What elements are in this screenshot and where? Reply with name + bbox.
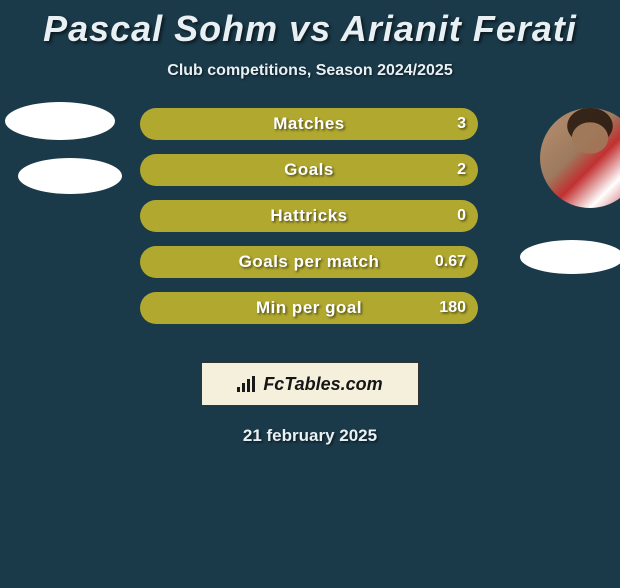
stat-label: Min per goal [256, 298, 362, 318]
subtitle: Club competitions, Season 2024/2025 [0, 62, 620, 80]
stat-label: Goals per match [239, 252, 380, 272]
branding-text: FcTables.com [263, 374, 382, 395]
bar-chart-icon [237, 376, 257, 392]
right-player-placeholder [520, 240, 620, 274]
page-title: Pascal Sohm vs Arianit Ferati [0, 8, 620, 50]
stat-bars: Matches 3 Goals 2 Hattricks 0 Goals per … [140, 108, 478, 338]
stat-row-hattricks: Hattricks 0 [140, 200, 478, 232]
stat-value-right: 0.67 [435, 253, 466, 271]
stat-label: Hattricks [270, 206, 347, 226]
left-player-placeholder-1 [5, 102, 115, 140]
stat-row-mpg: Min per goal 180 [140, 292, 478, 324]
right-player-photo [540, 108, 620, 208]
stat-row-matches: Matches 3 [140, 108, 478, 140]
stat-row-gpm: Goals per match 0.67 [140, 246, 478, 278]
stat-row-goals: Goals 2 [140, 154, 478, 186]
date-line: 21 february 2025 [0, 426, 620, 446]
stat-label: Matches [273, 114, 345, 134]
stat-value-right: 180 [439, 299, 466, 317]
stats-area: Matches 3 Goals 2 Hattricks 0 Goals per … [0, 108, 620, 348]
stat-value-right: 2 [457, 161, 466, 179]
left-player-placeholder-2 [18, 158, 122, 194]
branding-box: FcTables.com [201, 362, 419, 406]
stat-label: Goals [284, 160, 334, 180]
stat-value-right: 0 [457, 207, 466, 225]
stat-value-right: 3 [457, 115, 466, 133]
